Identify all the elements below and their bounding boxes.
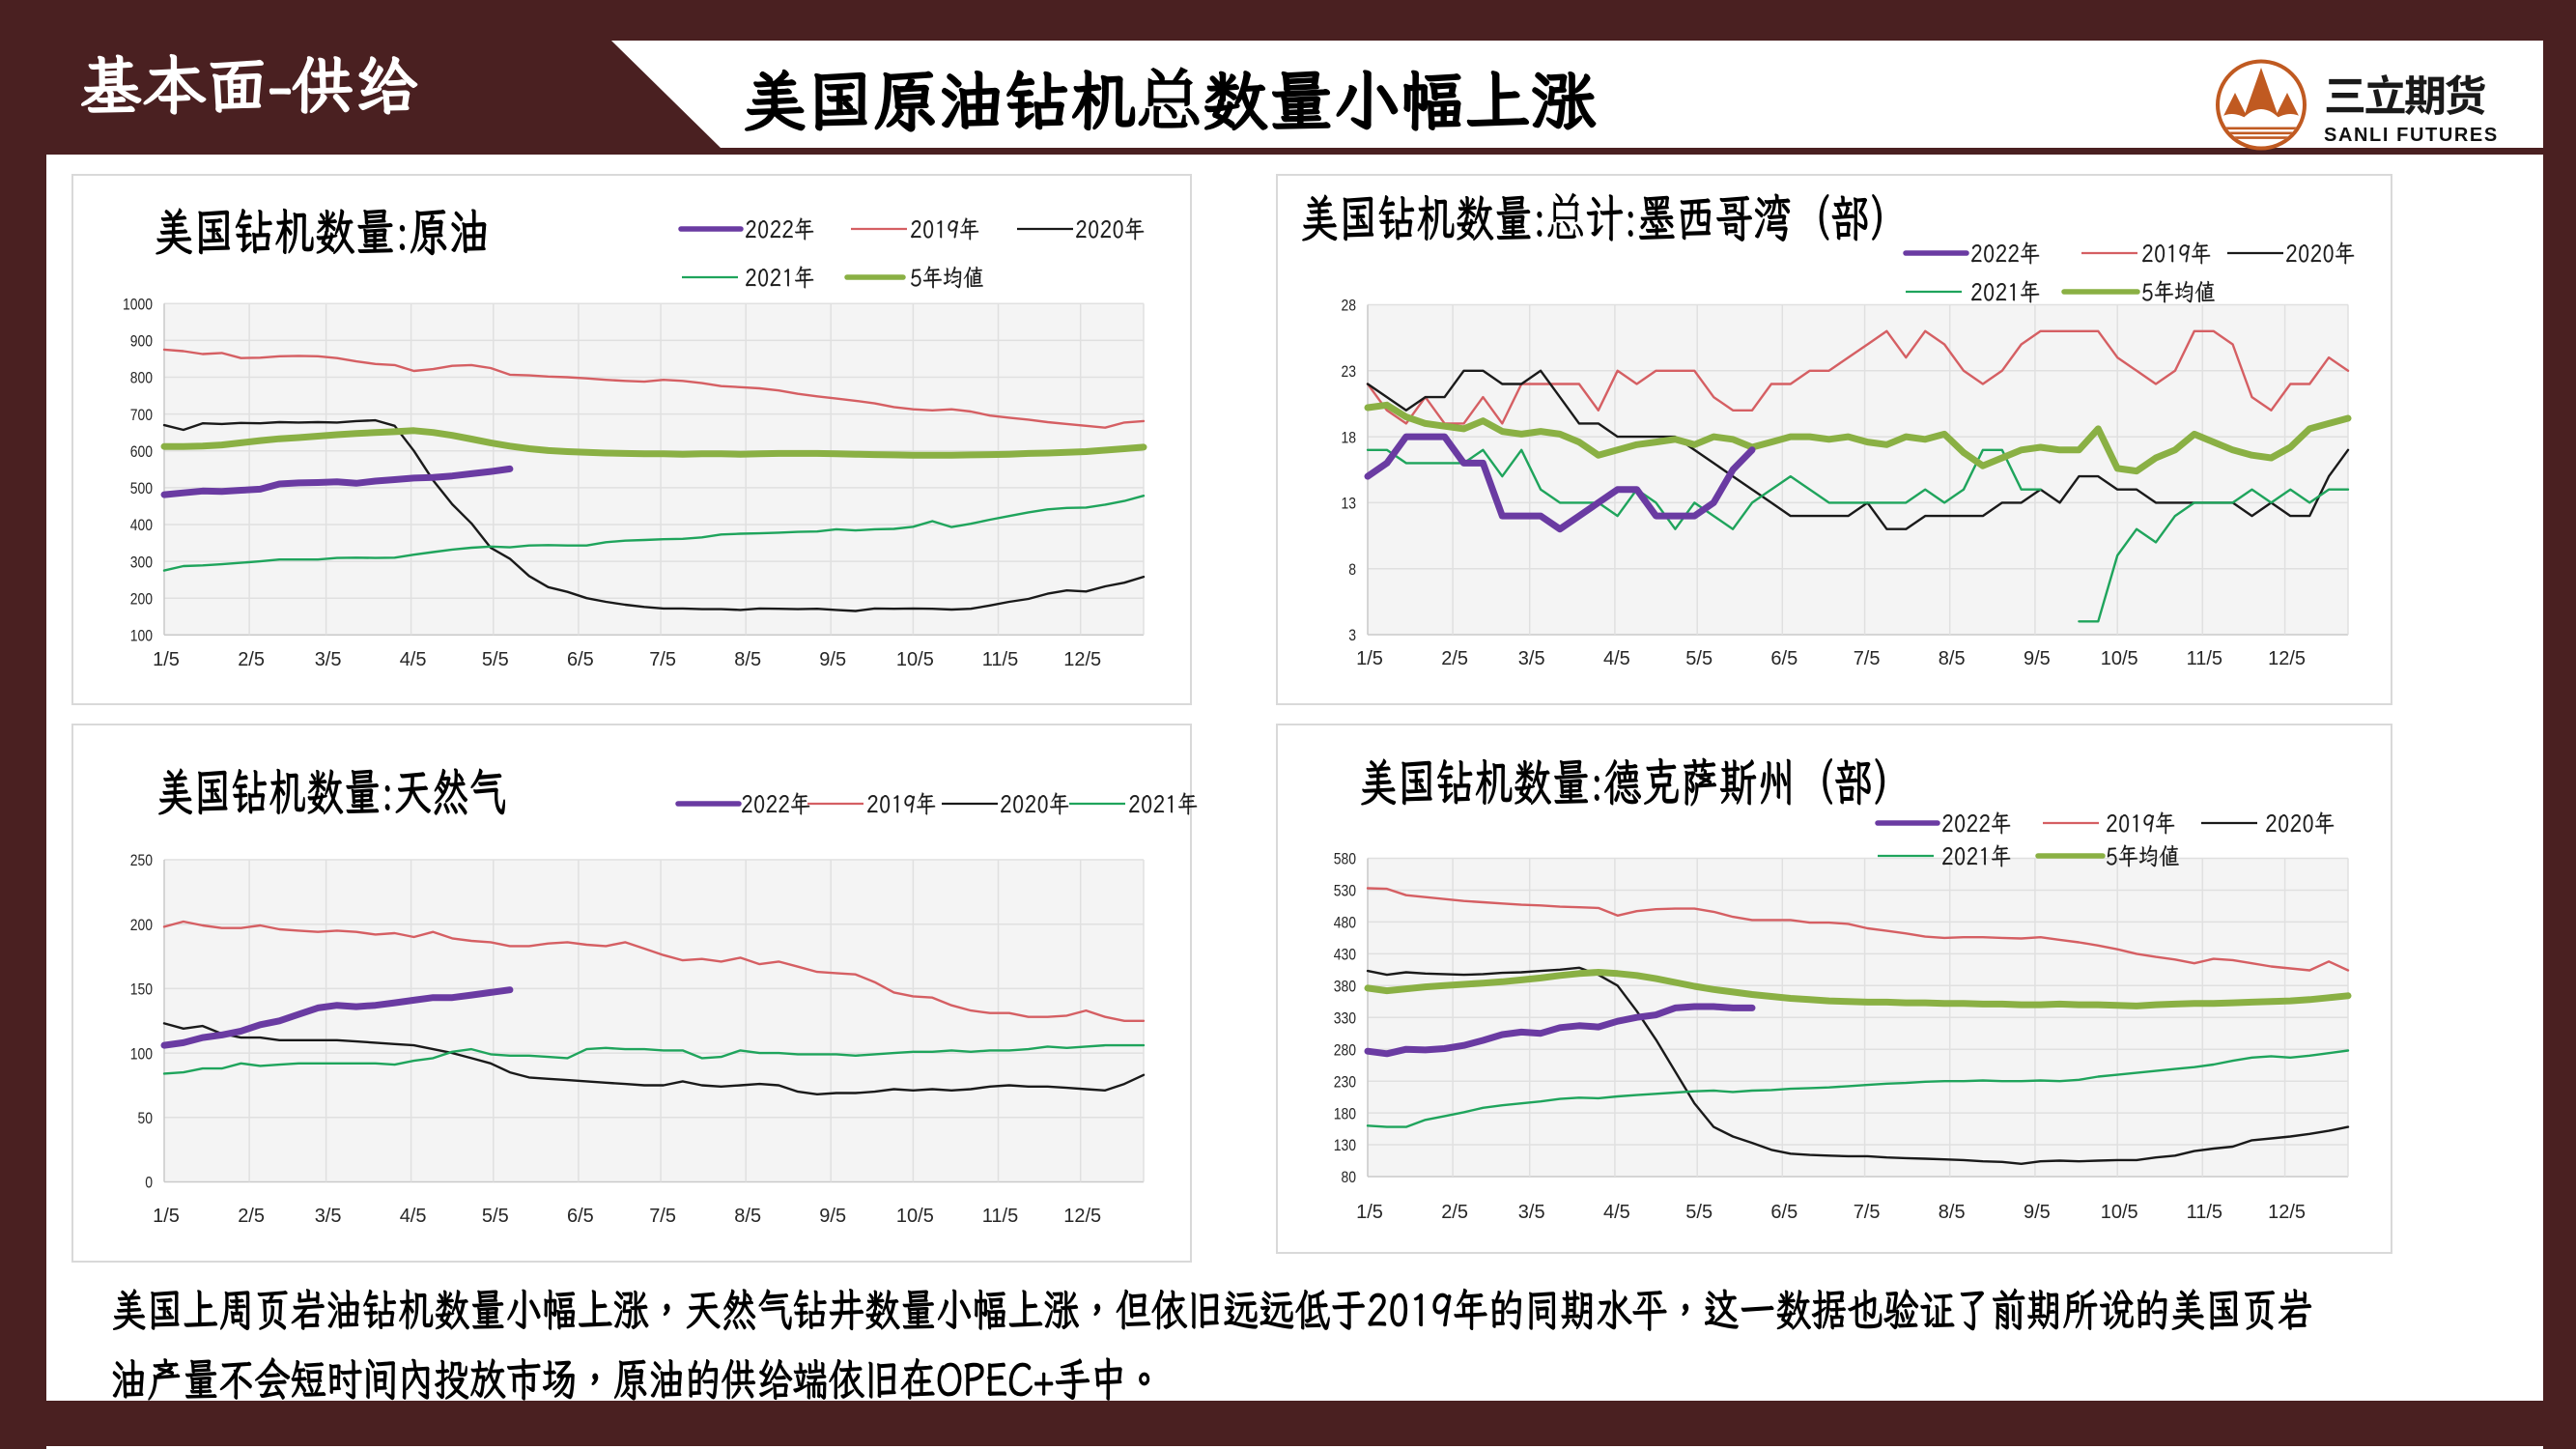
svg-text:12/5: 12/5 bbox=[2268, 1202, 2306, 1223]
svg-text:50: 50 bbox=[138, 1109, 154, 1127]
svg-text:2/5: 2/5 bbox=[1441, 1202, 1468, 1223]
svg-text:8/5: 8/5 bbox=[734, 1206, 761, 1227]
svg-text:280: 280 bbox=[1334, 1040, 1356, 1059]
svg-text:0: 0 bbox=[145, 1174, 153, 1192]
svg-text:8/5: 8/5 bbox=[1939, 1202, 1966, 1223]
svg-text:10/5: 10/5 bbox=[896, 1206, 934, 1227]
svg-text:600: 600 bbox=[130, 442, 153, 461]
svg-text:4/5: 4/5 bbox=[1603, 648, 1630, 669]
svg-text:2/5: 2/5 bbox=[238, 1206, 265, 1227]
svg-text:900: 900 bbox=[130, 332, 153, 351]
svg-text:130: 130 bbox=[1334, 1136, 1356, 1154]
svg-text:18: 18 bbox=[1342, 428, 1357, 446]
svg-text:2/5: 2/5 bbox=[1441, 648, 1468, 669]
svg-text:SANLI FUTURES: SANLI FUTURES bbox=[2324, 125, 2499, 146]
svg-text:230: 230 bbox=[1334, 1072, 1356, 1091]
svg-text:6/5: 6/5 bbox=[567, 1206, 594, 1227]
svg-text:11/5: 11/5 bbox=[982, 649, 1018, 670]
svg-text:3/5: 3/5 bbox=[1518, 1202, 1545, 1223]
svg-text:2/5: 2/5 bbox=[238, 649, 265, 670]
svg-text:28: 28 bbox=[1342, 297, 1357, 315]
svg-text:6/5: 6/5 bbox=[1770, 1202, 1798, 1223]
svg-text:430: 430 bbox=[1334, 946, 1356, 964]
svg-text:380: 380 bbox=[1334, 978, 1356, 996]
svg-text:400: 400 bbox=[130, 516, 153, 534]
svg-text:4/5: 4/5 bbox=[400, 1206, 427, 1227]
svg-text:9/5: 9/5 bbox=[819, 649, 846, 670]
svg-text:9/5: 9/5 bbox=[2024, 1202, 2051, 1223]
svg-text:5/5: 5/5 bbox=[1685, 1202, 1713, 1223]
svg-text:3/5: 3/5 bbox=[1518, 648, 1545, 669]
svg-text:100: 100 bbox=[130, 627, 153, 645]
svg-text:10/5: 10/5 bbox=[2101, 648, 2138, 669]
svg-text:150: 150 bbox=[130, 980, 153, 999]
svg-text:80: 80 bbox=[1342, 1168, 1357, 1186]
svg-text:500: 500 bbox=[130, 479, 153, 497]
svg-text:180: 180 bbox=[1334, 1104, 1356, 1122]
svg-text:8/5: 8/5 bbox=[734, 649, 761, 670]
svg-text:1/5: 1/5 bbox=[153, 649, 180, 670]
svg-text:200: 200 bbox=[130, 916, 153, 934]
svg-text:8: 8 bbox=[1348, 560, 1356, 579]
svg-text:4/5: 4/5 bbox=[1603, 1202, 1630, 1223]
svg-text:250: 250 bbox=[130, 851, 153, 869]
svg-text:12/5: 12/5 bbox=[1063, 1206, 1101, 1227]
svg-text:580: 580 bbox=[1334, 850, 1356, 868]
svg-text:3/5: 3/5 bbox=[315, 649, 342, 670]
svg-text:11/5: 11/5 bbox=[982, 1206, 1018, 1227]
svg-text:5/5: 5/5 bbox=[482, 1206, 509, 1227]
svg-text:3/5: 3/5 bbox=[315, 1206, 342, 1227]
svg-text:200: 200 bbox=[130, 589, 153, 608]
svg-text:10/5: 10/5 bbox=[2101, 1202, 2138, 1223]
svg-text:9/5: 9/5 bbox=[819, 1206, 846, 1227]
svg-text:5/5: 5/5 bbox=[482, 649, 509, 670]
svg-text:1/5: 1/5 bbox=[1356, 1202, 1383, 1223]
svg-text:12/5: 12/5 bbox=[2268, 648, 2306, 669]
svg-text:10/5: 10/5 bbox=[896, 649, 934, 670]
svg-text:13: 13 bbox=[1342, 495, 1357, 513]
svg-text:23: 23 bbox=[1342, 362, 1357, 381]
svg-text:7/5: 7/5 bbox=[1854, 1202, 1881, 1223]
svg-text:1/5: 1/5 bbox=[153, 1206, 180, 1227]
svg-text:1000: 1000 bbox=[123, 296, 153, 314]
svg-text:480: 480 bbox=[1334, 914, 1356, 932]
svg-text:100: 100 bbox=[130, 1044, 153, 1063]
svg-text:700: 700 bbox=[130, 406, 153, 424]
svg-text:6/5: 6/5 bbox=[1770, 648, 1798, 669]
svg-text:7/5: 7/5 bbox=[1854, 648, 1881, 669]
svg-text:11/5: 11/5 bbox=[2187, 1202, 2222, 1223]
svg-text:6/5: 6/5 bbox=[567, 649, 594, 670]
svg-text:11/5: 11/5 bbox=[2187, 648, 2222, 669]
svg-text:800: 800 bbox=[130, 369, 153, 387]
svg-text:530: 530 bbox=[1334, 882, 1356, 900]
svg-text:7/5: 7/5 bbox=[649, 649, 676, 670]
svg-text:9/5: 9/5 bbox=[2024, 648, 2051, 669]
svg-text:8/5: 8/5 bbox=[1939, 648, 1966, 669]
svg-text:1/5: 1/5 bbox=[1356, 648, 1383, 669]
svg-text:12/5: 12/5 bbox=[1063, 649, 1101, 670]
svg-text:7/5: 7/5 bbox=[649, 1206, 676, 1227]
svg-text:300: 300 bbox=[130, 553, 153, 571]
svg-text:3: 3 bbox=[1348, 626, 1356, 644]
svg-text:4/5: 4/5 bbox=[400, 649, 427, 670]
svg-text:330: 330 bbox=[1334, 1009, 1356, 1028]
svg-text:5/5: 5/5 bbox=[1685, 648, 1713, 669]
